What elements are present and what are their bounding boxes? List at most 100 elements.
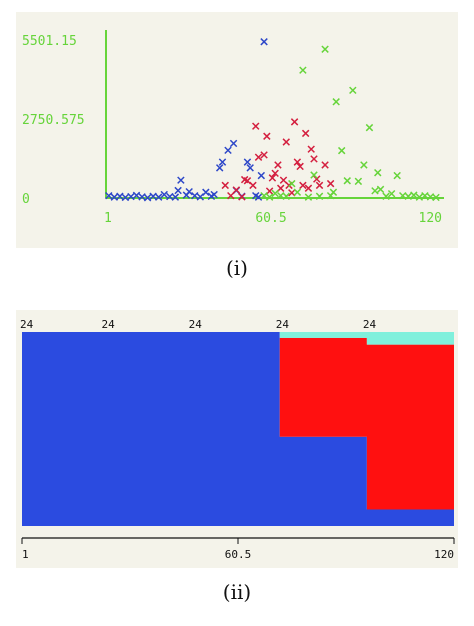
scatter-point xyxy=(127,192,135,201)
scatter-point xyxy=(224,146,232,155)
scatter-point xyxy=(154,193,163,201)
area-series-blue xyxy=(22,332,454,526)
y-tick-label: 2750.575 xyxy=(22,113,85,128)
scatter-point xyxy=(218,158,227,166)
scatter-point xyxy=(374,168,382,177)
scatter-point xyxy=(299,66,307,74)
scatter-point xyxy=(404,192,412,201)
scatter-point xyxy=(265,193,274,201)
scatter-points xyxy=(105,38,440,202)
scatter-point xyxy=(254,193,263,201)
scatter-point xyxy=(171,193,180,201)
y-tick-label: 5501.15 xyxy=(22,34,77,49)
scatter-point xyxy=(260,38,268,46)
scatter-point xyxy=(315,192,324,201)
top-label: 24 xyxy=(363,318,377,331)
scatter-panel: 5501.15 2750.575 0 1 60.5 120 xyxy=(16,12,458,248)
scatter-point xyxy=(121,193,130,202)
scatter-point xyxy=(288,179,296,188)
top-label: 24 xyxy=(276,318,290,331)
scatter-point xyxy=(116,192,124,201)
scatter-point xyxy=(110,193,119,201)
scatter-point xyxy=(227,191,235,200)
scatter-point xyxy=(304,184,313,192)
scatter-point xyxy=(343,177,351,185)
scatter-point xyxy=(274,161,282,169)
scatter-point xyxy=(252,122,260,130)
area-series-red xyxy=(22,332,454,510)
scatter-point xyxy=(301,129,310,138)
scatter-point xyxy=(293,158,302,166)
y-tick-label: 0 xyxy=(22,192,30,207)
scatter-point xyxy=(238,193,246,201)
scatter-point xyxy=(354,177,363,186)
x-tick-label: 1 xyxy=(104,211,112,226)
stacked-area-panel: 24 24 24 24 24 1 60.5 120 xyxy=(16,310,458,568)
scatter-point xyxy=(246,164,254,172)
scatter-point xyxy=(177,176,185,184)
scatter-point xyxy=(276,184,285,192)
scatter-point xyxy=(260,151,268,159)
scatter-point xyxy=(138,193,146,201)
scatter-chart: 5501.15 2750.575 0 1 60.5 120 xyxy=(22,30,444,226)
scatter-point xyxy=(263,132,271,140)
scatter-point xyxy=(191,191,199,200)
scatter-point xyxy=(271,189,279,198)
scatter-point xyxy=(210,190,218,199)
scatter-point xyxy=(279,176,288,184)
scatter-point xyxy=(304,193,313,201)
scatter-point xyxy=(376,185,385,194)
scatter-point xyxy=(202,188,210,196)
area-series-cyan xyxy=(22,332,454,345)
scatter-point xyxy=(215,164,224,172)
caption-ii: (ii) xyxy=(222,580,252,604)
top-label: 24 xyxy=(189,318,203,331)
scatter-point xyxy=(257,171,266,180)
scatter-point xyxy=(299,181,307,190)
scatter-point xyxy=(360,161,368,169)
scatter-point xyxy=(307,145,315,153)
scatter-point xyxy=(326,179,335,188)
scatter-point xyxy=(282,138,290,146)
scatter-point xyxy=(174,186,182,195)
scatter-point xyxy=(229,139,238,148)
scatter-point xyxy=(321,45,329,53)
scatter-point xyxy=(387,189,396,198)
scatter-point xyxy=(410,191,418,199)
scatter-point xyxy=(249,181,257,190)
scatter-point xyxy=(254,153,263,161)
scatter-point xyxy=(185,187,193,196)
scatter-point xyxy=(296,162,304,171)
x-tick-label: 120 xyxy=(419,211,442,226)
caption-i: (i) xyxy=(225,256,248,280)
scatter-point xyxy=(260,191,268,200)
scatter-point xyxy=(149,192,157,201)
x-tick-label: 120 xyxy=(434,548,454,561)
scatter-point xyxy=(271,169,279,178)
x-tick-label: 60.5 xyxy=(255,211,286,226)
scatter-point xyxy=(132,191,141,200)
scatter-point xyxy=(371,187,379,195)
x-tick-label: 60.5 xyxy=(225,548,252,561)
scatter-point xyxy=(282,192,290,201)
scatter-point xyxy=(243,158,252,166)
scatter-point xyxy=(313,175,321,183)
scatter-point xyxy=(337,146,346,155)
scatter-point xyxy=(232,186,241,194)
top-label: 24 xyxy=(20,318,34,331)
scatter-point xyxy=(290,118,299,126)
scatter-point xyxy=(321,161,329,169)
scatter-point xyxy=(143,193,152,202)
scatter-point xyxy=(160,190,168,199)
scatter-point xyxy=(315,181,324,190)
scatter-point xyxy=(310,155,318,163)
scatter-point xyxy=(415,193,424,201)
scatter-point xyxy=(432,193,440,202)
scatter-point xyxy=(310,171,318,179)
scatter-point xyxy=(382,192,390,201)
scatter-point xyxy=(349,86,357,95)
scatter-point xyxy=(221,181,229,190)
scatter-point xyxy=(105,191,113,200)
x-tick-label: 1 xyxy=(22,548,29,561)
scatter-point xyxy=(329,188,338,196)
